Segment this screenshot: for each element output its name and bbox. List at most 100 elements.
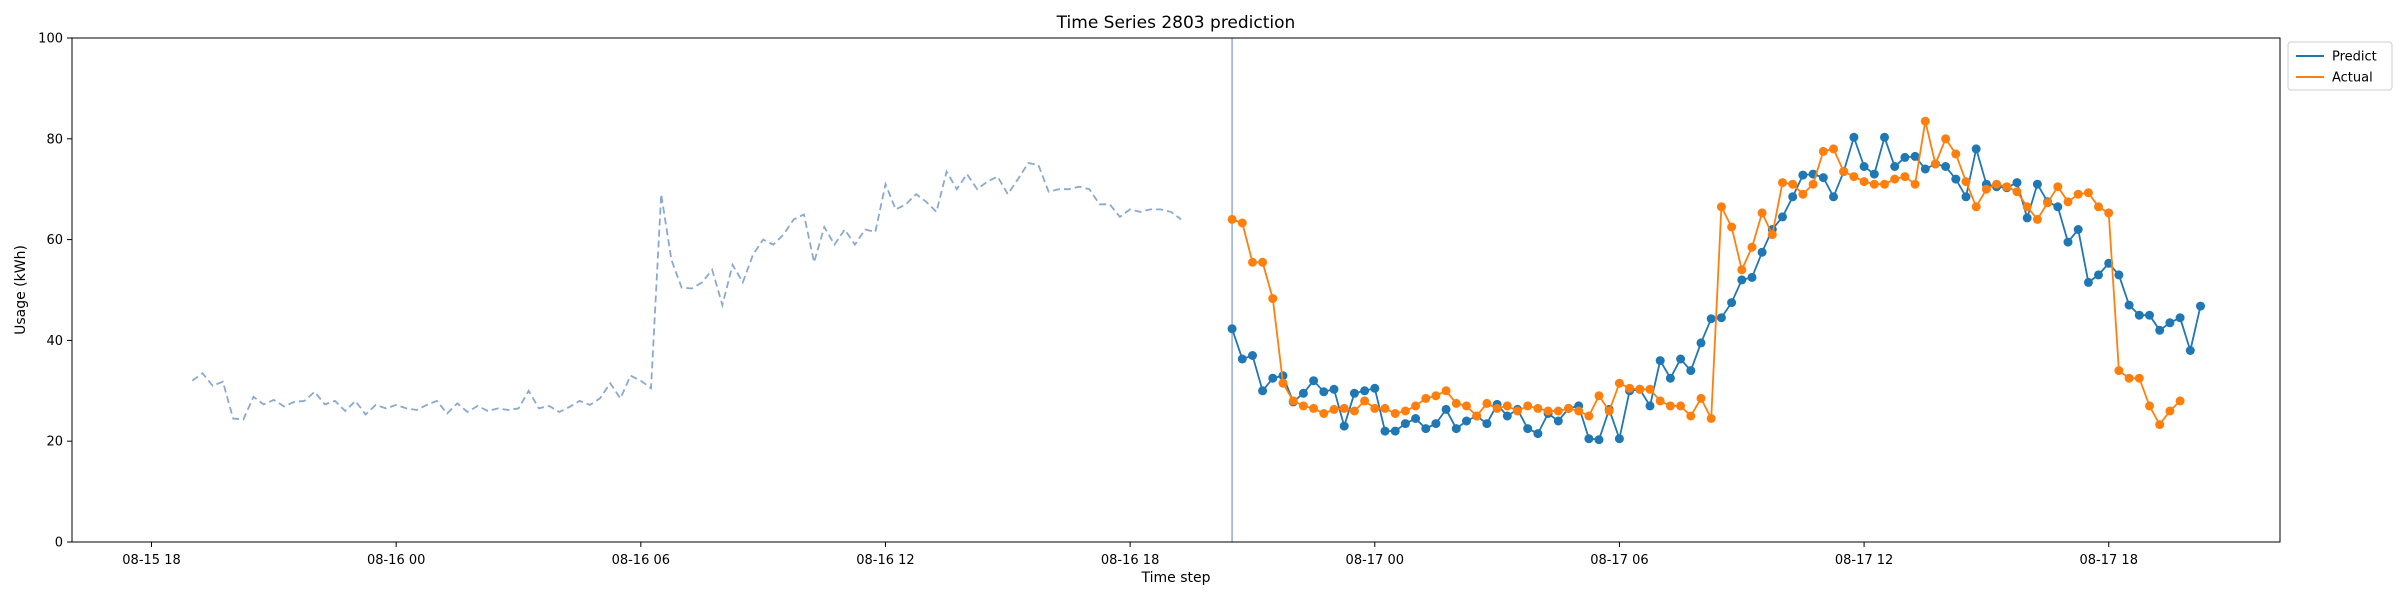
actual-point [2083, 188, 2093, 198]
predict-point [1227, 324, 1237, 334]
predict-point [2145, 310, 2154, 320]
actual-point [1676, 401, 1686, 411]
actual-point [2104, 208, 2114, 218]
predict-point [1411, 414, 1421, 423]
actual-point [2165, 406, 2175, 416]
predict-point [1462, 416, 1471, 426]
y-axis-label: Usage (kWh) [13, 245, 29, 335]
x-tick-label: 08-15 18 [122, 553, 180, 568]
actual-point [1288, 396, 1298, 406]
x-tick-label: 08-16 18 [1101, 553, 1159, 568]
actual-point [1880, 179, 1889, 189]
actual-point [1329, 404, 1339, 414]
actual-point [1502, 401, 1512, 411]
predict-point [1594, 435, 1604, 445]
predict-point [1390, 426, 1400, 436]
actual-point [1441, 386, 1451, 396]
y-tick-label: 100 [38, 32, 63, 47]
predict-point [1676, 354, 1686, 364]
actual-point [1686, 411, 1696, 421]
predict-point [1482, 419, 1492, 429]
predict-point [2073, 225, 2083, 234]
predict-point [1349, 388, 1359, 398]
actual-point [1339, 403, 1349, 413]
predict-point [1747, 272, 1757, 282]
predict-point [1941, 162, 1951, 171]
actual-point [1625, 383, 1635, 393]
actual-point [1665, 401, 1675, 411]
predict-point [1339, 421, 1349, 431]
x-tick-label: 08-16 06 [612, 553, 670, 568]
predict-point [1951, 174, 1961, 184]
actual-point [1604, 406, 1614, 416]
actual-point [1890, 174, 1900, 184]
actual-point [1462, 401, 1471, 411]
actual-point [1655, 396, 1665, 406]
predict-point [1706, 314, 1716, 324]
actual-point [1492, 403, 1502, 413]
predict-point [2094, 270, 2103, 280]
actual-point [2114, 366, 2124, 376]
actual-point [1930, 159, 1940, 169]
predict-point [2053, 202, 2063, 212]
actual-point [1716, 202, 1726, 212]
predict-point [2114, 270, 2124, 280]
actual-point [1360, 396, 1370, 406]
predict-point [1309, 376, 1319, 386]
actual-point [1472, 411, 1482, 421]
y-tick-label: 20 [46, 435, 63, 450]
plot-frame [71, 37, 2281, 543]
actual-point [1727, 222, 1737, 232]
actual-point [2063, 197, 2073, 207]
predict-point [1533, 429, 1543, 439]
legend-label-predict: Predict [2332, 50, 2377, 65]
predict-point [1788, 192, 1798, 202]
predict-point [1880, 132, 1889, 142]
actual-point [1411, 401, 1421, 411]
predict-point [1237, 354, 1247, 364]
y-tick-label: 40 [46, 334, 63, 349]
predict-point [2155, 325, 2165, 335]
actual-series-line [1231, 120, 2181, 427]
predict-point [1451, 424, 1461, 434]
actual-point [2053, 182, 2063, 192]
x-axis: 08-15 18 08-16 00 08-16 06 08-16 12 08-16 18… [122, 542, 2138, 568]
actual-point [1564, 403, 1573, 413]
actual-point [2124, 373, 2134, 383]
x-tick-label: 08-17 06 [1590, 553, 1648, 568]
predict-point [1737, 275, 1747, 285]
predict-point [2165, 318, 2175, 328]
actual-point [1839, 167, 1849, 177]
predict-point [2012, 178, 2022, 188]
predict-point [1523, 424, 1533, 434]
actual-point [1981, 184, 1991, 194]
chart-title: Time Series 2803 prediction [1056, 13, 1296, 33]
predict-point [1370, 383, 1380, 393]
predict-point [1696, 338, 1706, 348]
actual-point [1737, 265, 1747, 275]
predict-point [1319, 387, 1329, 397]
legend: Predict Actual [2287, 41, 2393, 91]
actual-point [1268, 294, 1278, 304]
actual-point [1594, 391, 1604, 401]
predict-point [1380, 426, 1390, 436]
predict-point [1268, 373, 1278, 383]
predict-point [1961, 192, 1971, 202]
predict-point [1655, 356, 1665, 366]
predict-point [2022, 213, 2032, 223]
y-tick-label: 80 [46, 132, 63, 147]
history-series-line [191, 161, 1182, 421]
predict-point [1665, 373, 1675, 383]
predict-point [1757, 247, 1767, 257]
actual-point [1482, 398, 1492, 408]
actual-point [1829, 144, 1838, 154]
actual-point [1513, 406, 1522, 416]
predict-point [1890, 162, 1900, 171]
actual-point [1798, 189, 1808, 199]
predict-point [1421, 424, 1431, 434]
actual-point [1859, 177, 1869, 187]
actual-point [1523, 401, 1533, 411]
predict-point [1900, 152, 1910, 162]
y-tick-label: 0 [55, 536, 63, 551]
predict-point [1849, 132, 1859, 142]
